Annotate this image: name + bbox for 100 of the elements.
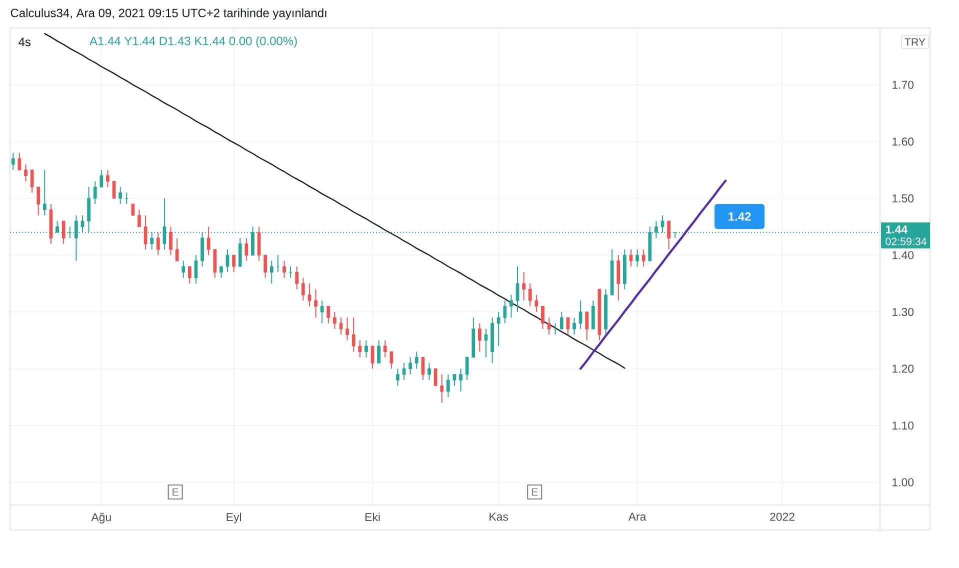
annotation: E xyxy=(172,488,178,496)
candlestick xyxy=(24,164,28,182)
candlestick xyxy=(377,340,380,364)
candlestick xyxy=(11,152,15,170)
candlestick xyxy=(314,288,318,318)
candlestick xyxy=(36,186,40,216)
candlestick xyxy=(364,340,368,358)
y-tick-label: 1.20 xyxy=(892,364,914,373)
candlestick xyxy=(503,300,507,324)
candlestick xyxy=(326,306,330,324)
ref-line-label: 1.44 xyxy=(886,225,908,234)
candlestick xyxy=(270,260,274,284)
x-tick-label: 2022 xyxy=(770,512,794,521)
candlestick xyxy=(276,254,280,273)
candlestick xyxy=(572,317,576,336)
candlestick xyxy=(100,169,104,188)
candlestick xyxy=(352,317,356,352)
y-tick-label: 1.70 xyxy=(892,80,914,89)
candlestick xyxy=(282,260,286,278)
candlestick xyxy=(667,220,671,250)
candlestick xyxy=(642,248,646,267)
candlestick xyxy=(295,266,299,290)
candlestick xyxy=(428,362,431,381)
candlestick xyxy=(396,368,400,386)
candlestick xyxy=(188,266,192,284)
candlestick xyxy=(131,204,135,216)
candlestick xyxy=(308,283,312,307)
candlestick xyxy=(541,306,544,330)
candlestick xyxy=(496,311,500,346)
candlestick xyxy=(383,340,387,358)
y-tick-label: 1.30 xyxy=(892,308,914,316)
text: A1.44 Y1.44 D1.43 K1.44 0.00 (0.00%) xyxy=(90,36,297,48)
candlestick xyxy=(459,368,462,392)
candlestick xyxy=(118,186,122,205)
candlestick xyxy=(332,311,336,330)
candlestick xyxy=(213,248,217,278)
candlestick xyxy=(358,340,362,358)
candlestick xyxy=(18,152,22,170)
candlestick xyxy=(257,226,261,262)
candlestick xyxy=(182,260,186,278)
candlestick xyxy=(320,300,324,324)
candlestick xyxy=(528,283,532,307)
text: TRY xyxy=(904,38,926,46)
candlestick xyxy=(346,317,349,341)
y-tick-label: 1.40 xyxy=(892,251,914,260)
text: 02:59:34 xyxy=(886,238,926,246)
candlestick xyxy=(206,226,210,256)
candlestick xyxy=(547,317,551,336)
candlestick xyxy=(238,238,242,267)
y-tick-label: 1.10 xyxy=(892,421,914,430)
x-tick-label: Eki xyxy=(365,512,380,522)
candlestick xyxy=(93,180,97,205)
candlestick xyxy=(446,374,450,398)
candlestick xyxy=(585,311,589,341)
candlestick xyxy=(566,317,570,336)
candlestick xyxy=(42,169,46,216)
candlestick xyxy=(232,254,236,273)
candlestick xyxy=(175,238,179,262)
candlestick xyxy=(465,356,469,381)
candlestick xyxy=(30,169,34,194)
candlestick xyxy=(226,248,230,273)
y-tick-label: 1.50 xyxy=(892,194,914,202)
candlestick xyxy=(156,232,160,256)
candlestick xyxy=(478,322,482,352)
annotation: E xyxy=(532,488,538,496)
x-tick-label: Kas xyxy=(490,512,508,521)
candlestick xyxy=(264,254,268,278)
candlestick xyxy=(414,351,418,370)
candlestick xyxy=(434,368,438,386)
candlestick xyxy=(452,374,456,386)
candlestick xyxy=(301,277,305,302)
x-tick-label: Ağu xyxy=(91,512,111,524)
candlestick xyxy=(106,169,110,188)
candlestick xyxy=(510,294,513,318)
x-tick-label: Eyl xyxy=(226,512,242,524)
candlestick xyxy=(560,311,564,330)
candlestick xyxy=(578,300,582,330)
candlestick xyxy=(62,220,66,244)
candlestick xyxy=(169,226,172,256)
annotation: 1.42 xyxy=(728,212,751,221)
candlestick xyxy=(370,346,374,370)
y-tick-label: 1.00 xyxy=(892,478,914,486)
candlestick xyxy=(516,266,520,312)
candlestick xyxy=(421,356,425,381)
candlestick xyxy=(244,238,248,262)
candlestick xyxy=(440,374,444,404)
candlestick xyxy=(522,272,526,302)
candlestick xyxy=(408,356,412,375)
candlestick xyxy=(220,266,223,278)
candlestick xyxy=(138,209,141,228)
y-tick-label: 1.60 xyxy=(892,138,914,146)
candlestick xyxy=(144,214,148,250)
candlestick xyxy=(591,300,595,330)
candlestick xyxy=(616,254,620,302)
text: 4s xyxy=(18,38,31,46)
x-tick-label: Ara xyxy=(628,512,646,521)
text: Calculus34, Ara 09, 2021 09:15 UTC+2 tarihinde yayınlandı xyxy=(10,8,326,20)
candlestick xyxy=(534,294,538,312)
candlestick xyxy=(339,317,343,336)
candlestick xyxy=(636,248,639,267)
